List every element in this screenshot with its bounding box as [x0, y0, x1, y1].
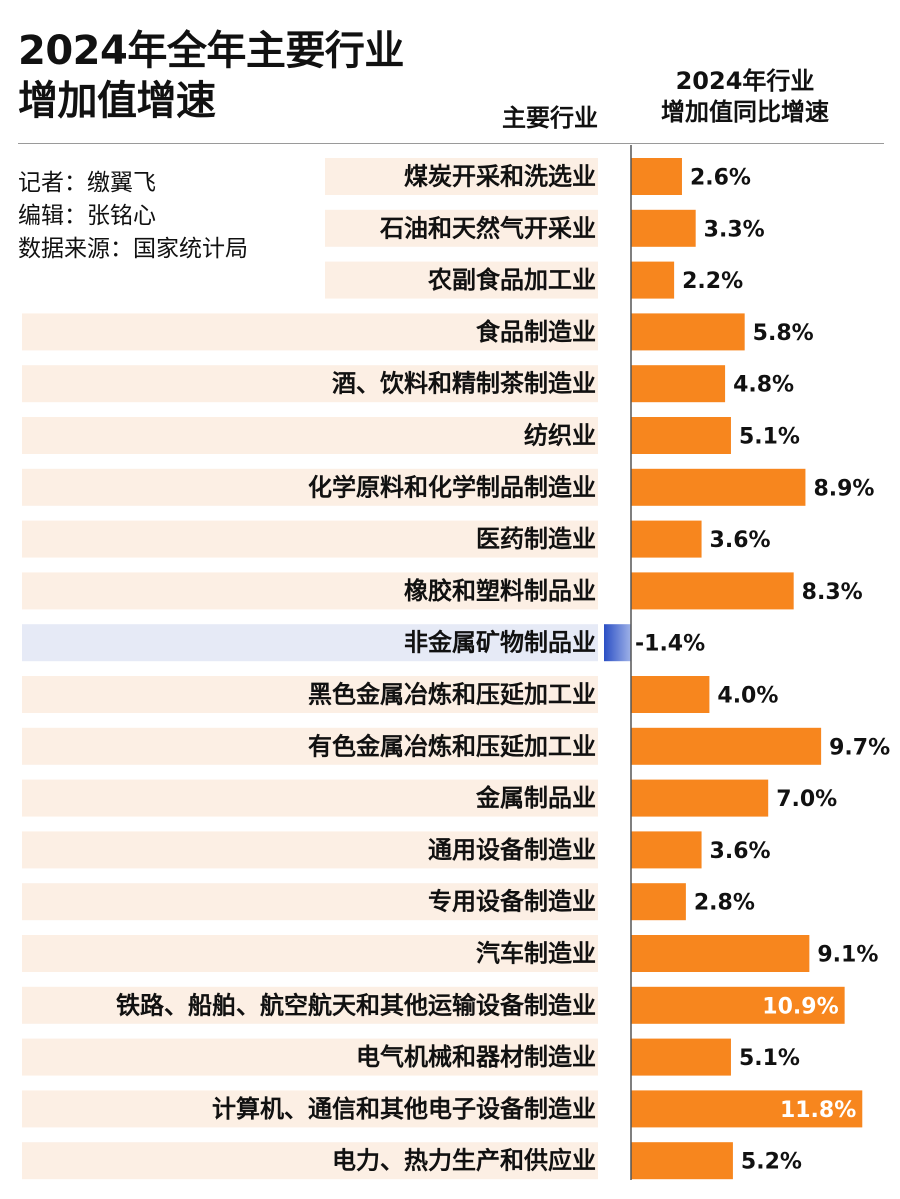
bar: [631, 520, 702, 558]
data-label: 3.3%: [704, 217, 765, 242]
bar: [631, 1142, 733, 1180]
category-label: 纺织业: [524, 422, 596, 450]
category-background: [22, 779, 598, 817]
data-label: 4.0%: [717, 684, 778, 709]
category-background: [22, 986, 598, 1024]
data-label: 5.2%: [741, 1150, 802, 1175]
category-label: 汽车制造业: [476, 940, 596, 968]
category-background: [22, 624, 598, 662]
growth-column-header-line-2: 增加值同比增速: [661, 98, 829, 126]
category-background: [325, 158, 598, 195]
category-label: 电力、热力生产和供应业: [332, 1147, 596, 1175]
bar: [631, 1038, 731, 1076]
growth-column-header: 2024年行业 增加值同比增速: [630, 66, 860, 128]
data-label: 4.8%: [733, 373, 794, 398]
category-label: 酒、饮料和精制茶制造业: [332, 370, 596, 398]
category-label: 农副食品加工业: [427, 266, 596, 294]
category-background: [22, 831, 598, 869]
category-background: [22, 1090, 598, 1128]
category-background: [22, 468, 598, 506]
category-background: [325, 209, 598, 247]
category-label: 通用设备制造业: [428, 836, 596, 864]
data-label: 2.2%: [682, 269, 743, 294]
category-label: 有色金属冶炼和压延加工业: [308, 732, 596, 760]
bar: [631, 676, 710, 713]
category-background: [22, 520, 598, 558]
category-background: [22, 883, 598, 921]
bar: [631, 209, 696, 247]
editor-credit: 编辑：张铭心: [18, 203, 156, 229]
data-label: 2.8%: [694, 891, 755, 916]
data-label: 7.0%: [776, 787, 837, 812]
category-background: [22, 1142, 598, 1180]
bar: [631, 261, 675, 299]
bar: [631, 158, 682, 195]
data-label: 10.9%: [762, 994, 838, 1019]
reporter-credit: 记者：缴翼飞: [18, 170, 156, 196]
data-label: 9.1%: [817, 943, 878, 968]
bar: [631, 1090, 863, 1128]
category-background: [22, 727, 598, 765]
bar: [631, 365, 726, 403]
data-label: 11.8%: [780, 1098, 856, 1123]
bar: [631, 468, 806, 506]
category-label: 化学原料和化学制品制造业: [308, 473, 596, 501]
category-background: [22, 313, 598, 351]
category-background: [22, 365, 598, 403]
category-label: 食品制造业: [476, 318, 596, 346]
category-label: 石油和天然气开采业: [379, 214, 596, 242]
data-label: 3.6%: [710, 839, 771, 864]
chart-title: 2024年全年主要行业 增加值增速: [18, 26, 488, 126]
source-credit: 数据来源：国家统计局: [18, 236, 248, 262]
bar: [631, 883, 686, 921]
category-label: 电气机械和器材制造业: [356, 1043, 596, 1071]
category-background: [22, 676, 598, 713]
bar: [631, 831, 702, 869]
category-label: 医药制造业: [476, 525, 596, 553]
data-label: 5.1%: [739, 1046, 800, 1071]
category-background: [325, 261, 598, 299]
category-background: [22, 1038, 598, 1076]
chart-title-line-1: 2024年全年主要行业: [18, 28, 404, 74]
header-divider: [18, 143, 884, 144]
data-label: 8.9%: [813, 476, 874, 501]
category-background: [22, 417, 598, 454]
category-label: 专用设备制造业: [428, 888, 596, 916]
data-label: 9.7%: [829, 735, 890, 760]
category-label: 煤炭开采和洗选业: [404, 163, 596, 191]
data-label: 2.6%: [690, 166, 751, 191]
bar: [631, 986, 845, 1024]
bar: [631, 313, 745, 351]
data-label: 8.3%: [802, 580, 863, 605]
growth-column-header-line-1: 2024年行业: [675, 67, 815, 95]
bar: [631, 572, 794, 610]
bar: [604, 624, 631, 662]
bar: [631, 779, 769, 817]
bar: [631, 417, 731, 454]
chart-title-line-2: 增加值增速: [18, 78, 216, 124]
data-label: -1.4%: [635, 632, 705, 657]
industry-column-header: 主要行业: [502, 104, 598, 132]
credits: 记者：缴翼飞 编辑：张铭心 数据来源：国家统计局: [18, 167, 248, 266]
data-label: 5.1%: [739, 425, 800, 450]
bar: [631, 935, 810, 972]
bar: [631, 727, 822, 765]
category-label: 橡胶和塑料制品业: [404, 577, 596, 605]
data-label: 3.6%: [710, 528, 771, 553]
category-background: [22, 935, 598, 972]
category-label: 非金属矿物制品业: [404, 629, 596, 657]
category-background: [22, 572, 598, 610]
category-label: 金属制品业: [475, 784, 596, 812]
data-label: 5.8%: [753, 321, 814, 346]
category-label: 铁路、船舶、航空航天和其他运输设备制造业: [116, 991, 596, 1019]
category-label: 黑色金属冶炼和压延加工业: [308, 681, 596, 709]
category-label: 计算机、通信和其他电子设备制造业: [212, 1095, 596, 1123]
